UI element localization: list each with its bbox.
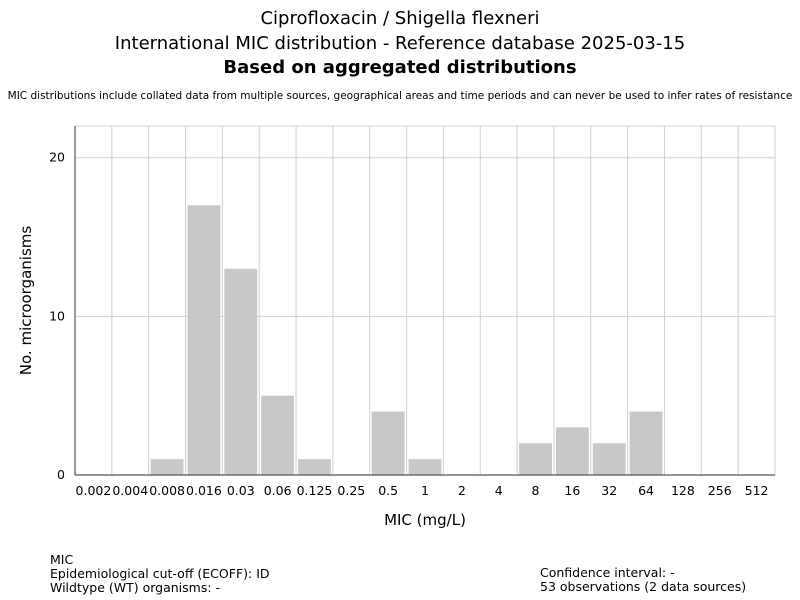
- bar-64: [629, 411, 663, 475]
- x-tick-label: 0.03: [227, 483, 255, 498]
- y-tick-label: 0: [57, 467, 65, 482]
- x-tick-label: 16: [564, 483, 580, 498]
- y-axis-title: No. microorganisms: [17, 226, 35, 376]
- bar-0.06: [261, 395, 295, 475]
- x-tick-label: 0.06: [264, 483, 292, 498]
- x-tick-label: 8: [532, 483, 540, 498]
- y-tick-label: 20: [49, 150, 65, 165]
- x-tick-label: 0.008: [149, 483, 185, 498]
- x-tick-label: 0.016: [186, 483, 222, 498]
- bar-1: [408, 459, 442, 475]
- x-tick-label: 0.25: [337, 483, 365, 498]
- x-tick-label: 128: [671, 483, 695, 498]
- chart-title-line-1: Ciprofloxacin / Shigella flexneri: [260, 8, 540, 29]
- x-tick-label: 1: [421, 483, 429, 498]
- chart-disclaimer-note: MIC distributions include collated data …: [7, 90, 793, 102]
- x-tick-label: 4: [495, 483, 503, 498]
- x-tick-label: 0.125: [297, 483, 333, 498]
- x-tick-label: 2: [458, 483, 466, 498]
- x-tick-label: 64: [638, 483, 654, 498]
- chart-title-line-2: International MIC distribution - Referen…: [114, 33, 686, 54]
- footer-confidence: Confidence interval: -: [540, 565, 675, 580]
- footer-mic-label: MIC: [50, 552, 74, 567]
- x-tick-label: 256: [708, 483, 732, 498]
- bar-0.03: [224, 268, 258, 475]
- x-tick-label: 0.5: [378, 483, 398, 498]
- bar-16: [555, 427, 589, 475]
- x-tick-label: 0.002: [76, 483, 112, 498]
- footer-left: MIC Epidemiological cut-off (ECOFF): ID …: [50, 553, 270, 595]
- footer-observations: 53 observations (2 data sources): [540, 579, 747, 594]
- footer-wildtype: Wildtype (WT) organisms: -: [50, 580, 221, 595]
- y-tick-label: 10: [49, 308, 65, 323]
- chart-title-line-3: Based on aggregated distributions: [223, 57, 577, 78]
- x-axis-title: MIC (mg/L): [384, 511, 466, 529]
- footer-right: Confidence interval: - 53 observations (…: [540, 566, 746, 594]
- bar-0.125: [298, 459, 331, 475]
- bar-0.016: [187, 205, 221, 475]
- x-tick-label: 32: [601, 483, 617, 498]
- x-tick-label: 0.004: [112, 483, 148, 498]
- bar-32: [592, 443, 626, 475]
- bar-0.008: [150, 459, 184, 475]
- bar-8: [519, 443, 552, 475]
- plot-area: [74, 125, 776, 476]
- footer-ecoff: Epidemiological cut-off (ECOFF): ID: [50, 566, 270, 581]
- bar-0.5: [371, 411, 405, 475]
- x-tick-label: 512: [745, 483, 769, 498]
